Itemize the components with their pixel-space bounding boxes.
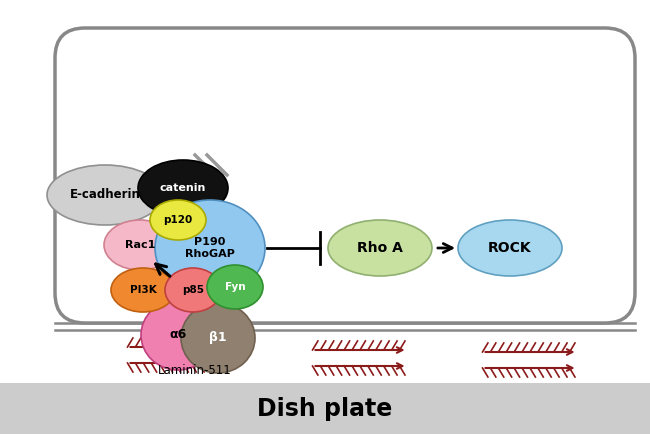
Text: p85: p85 xyxy=(182,285,204,295)
Text: Rho A: Rho A xyxy=(357,241,403,255)
Text: PI3K: PI3K xyxy=(129,285,157,295)
Text: p120: p120 xyxy=(163,215,192,225)
Ellipse shape xyxy=(165,268,221,312)
Ellipse shape xyxy=(155,200,265,296)
Text: E-cadherin: E-cadherin xyxy=(70,188,140,201)
Ellipse shape xyxy=(458,220,562,276)
Text: β1: β1 xyxy=(209,332,227,345)
Text: catenin: catenin xyxy=(160,183,206,193)
Ellipse shape xyxy=(138,160,228,216)
Ellipse shape xyxy=(181,303,255,373)
Text: α6: α6 xyxy=(170,329,187,342)
Ellipse shape xyxy=(328,220,432,276)
FancyBboxPatch shape xyxy=(55,28,635,323)
Ellipse shape xyxy=(104,220,176,270)
Ellipse shape xyxy=(150,200,206,240)
Text: ROCK: ROCK xyxy=(488,241,532,255)
Text: P190
RhoGAP: P190 RhoGAP xyxy=(185,237,235,259)
Text: Dish plate: Dish plate xyxy=(257,397,393,421)
Ellipse shape xyxy=(207,265,263,309)
Text: Fyn: Fyn xyxy=(225,282,245,292)
Text: Laminin-511: Laminin-511 xyxy=(158,364,232,377)
Text: Rac1: Rac1 xyxy=(125,240,155,250)
Ellipse shape xyxy=(47,165,163,225)
Bar xyxy=(0,383,650,434)
Ellipse shape xyxy=(111,268,175,312)
Ellipse shape xyxy=(141,300,215,370)
